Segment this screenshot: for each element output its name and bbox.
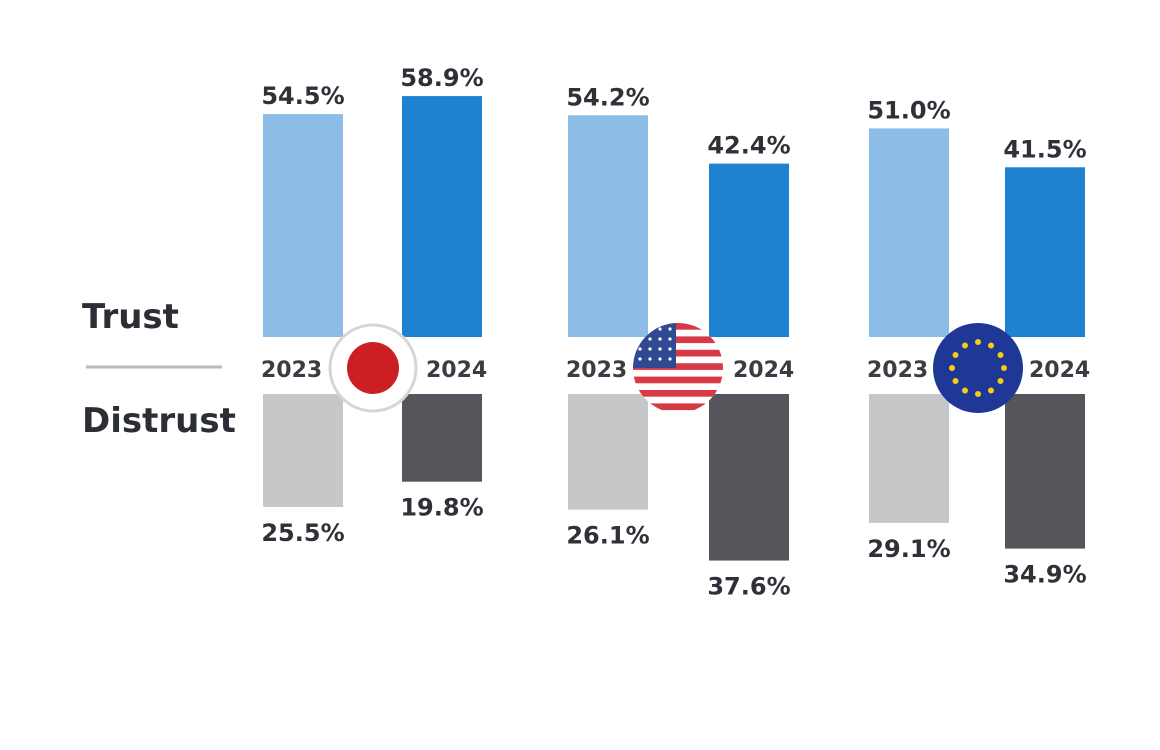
year-label: 2024 <box>733 358 794 383</box>
year-label: 2023 <box>566 358 627 383</box>
legend-distrust-label: Distrust <box>82 401 236 441</box>
trust-value-label: 54.5% <box>261 82 344 110</box>
trust-bar <box>869 128 949 337</box>
distrust-value-label: 25.5% <box>261 519 344 547</box>
japan-flag-icon <box>328 323 418 413</box>
distrust-bar <box>263 394 343 507</box>
year-label: 2024 <box>426 358 487 383</box>
distrust-bar <box>869 394 949 523</box>
trust-value-label: 54.2% <box>566 83 649 111</box>
bars-layer: 54.5% 25.5% 2023 58.9% 19.8% 2024 54.2% 26.1% 20… <box>261 64 1090 600</box>
eu-flag-icon <box>933 323 1023 413</box>
trust-value-label: 51.0% <box>867 96 950 124</box>
distrust-bar <box>568 394 648 510</box>
distrust-bar <box>709 394 789 561</box>
trust-bar <box>402 96 482 337</box>
trust-bar <box>263 114 343 337</box>
flags-layer <box>328 323 1023 413</box>
trust-value-label: 42.4% <box>707 132 790 160</box>
year-label: 2023 <box>261 358 322 383</box>
trust-value-label: 41.5% <box>1003 135 1086 163</box>
trust-bar <box>709 163 789 337</box>
distrust-value-label: 37.6% <box>707 573 790 601</box>
distrust-value-label: 26.1% <box>566 522 649 550</box>
distrust-bar <box>1005 394 1085 549</box>
trust-bar <box>1005 167 1085 337</box>
distrust-value-label: 34.9% <box>1003 561 1086 589</box>
usa-flag-icon <box>633 323 723 413</box>
trust-value-label: 58.9% <box>400 64 483 92</box>
year-label: 2023 <box>867 358 928 383</box>
distrust-bar <box>402 394 482 482</box>
distrust-value-label: 29.1% <box>867 535 950 563</box>
distrust-value-label: 19.8% <box>400 494 483 522</box>
legend-trust-label: Trust <box>82 297 179 337</box>
year-label: 2024 <box>1029 358 1090 383</box>
trust-bar <box>568 115 648 338</box>
